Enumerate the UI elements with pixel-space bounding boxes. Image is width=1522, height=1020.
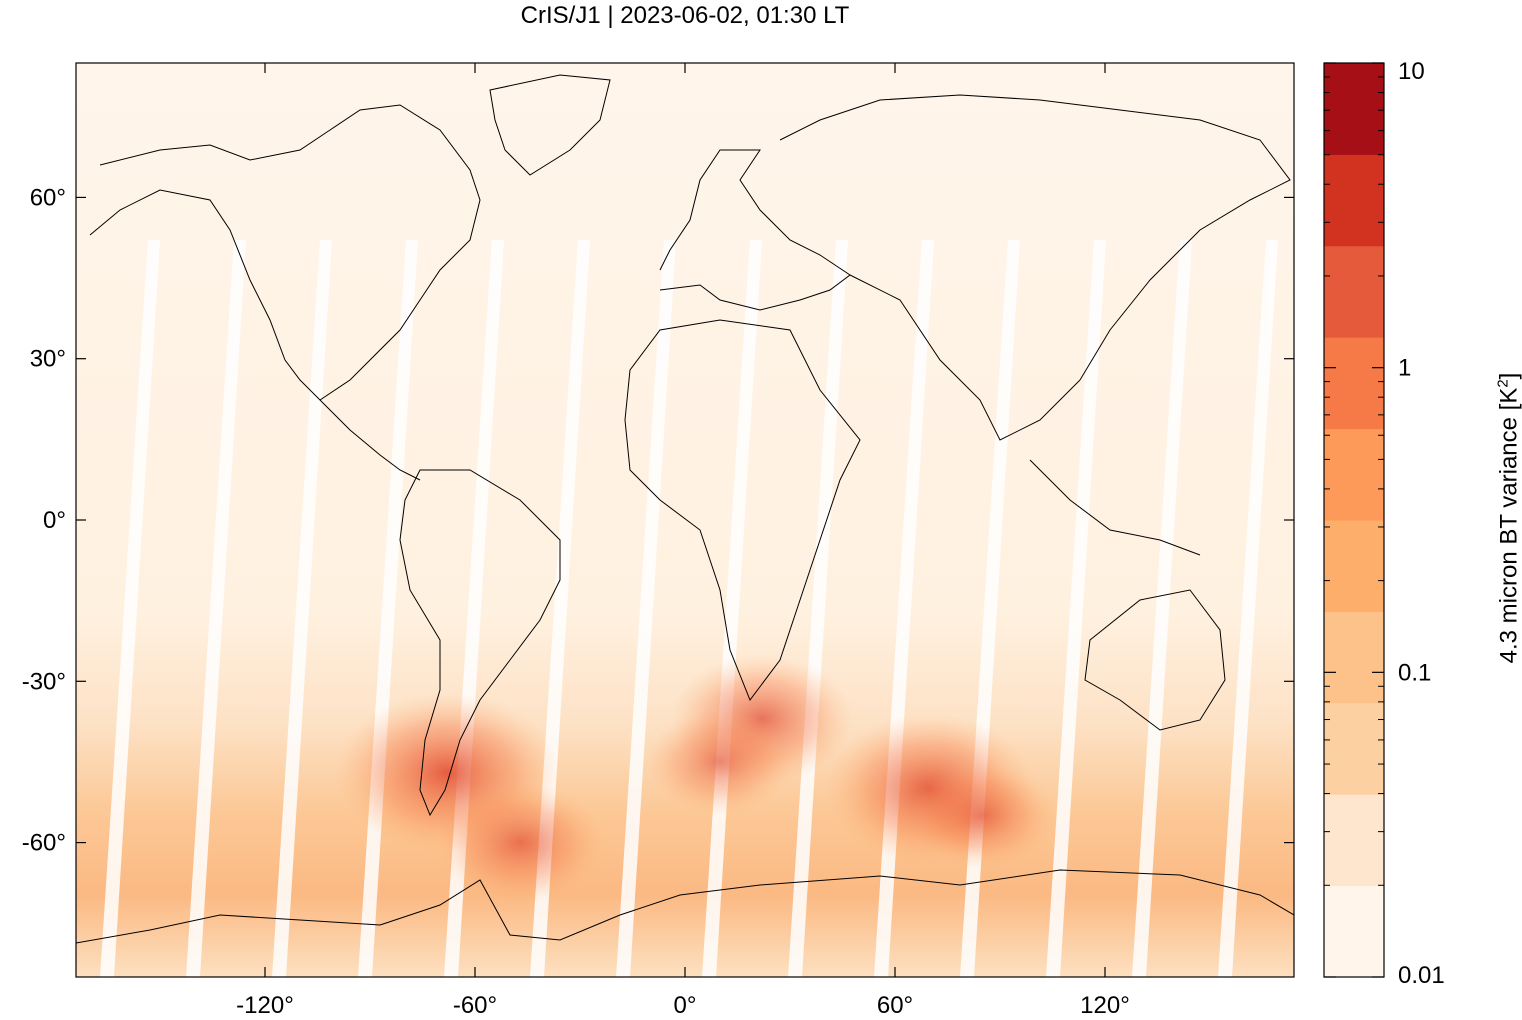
map-field — [76, 63, 1294, 977]
colorbar-title-main: 4.3 micron BT variance [K — [1495, 387, 1522, 664]
orbit-gap-11 — [1046, 240, 1106, 977]
colorbar-title: 4.3 micron BT variance [K2] — [1495, 373, 1522, 664]
map-title: CrIS/J1 | 2023-06-02, 01:30 LT — [520, 2, 850, 29]
coast-africa — [624, 319, 861, 702]
colorbar-segment-6 — [1324, 337, 1384, 430]
coast-europe — [659, 149, 851, 311]
colorbar-frame — [1323, 62, 1385, 978]
x-tick-label-1: -60° — [453, 992, 497, 1019]
coast-indonesia — [1029, 459, 1201, 556]
x-tick-label-0: -120° — [236, 992, 294, 1019]
coast-south-america — [399, 469, 561, 817]
colorbar-tick-label-1: 1 — [1398, 355, 1411, 382]
colorbar-title-sup: 2 — [1494, 379, 1512, 388]
hotspot-south-atlantic-mid — [646, 709, 794, 815]
colorbar-tick-label-3: 0.01 — [1398, 962, 1445, 989]
y-axis: 60° 30° 0° -30° -60° — [22, 184, 1294, 857]
coast-antarctica — [76, 869, 1294, 944]
coast-australia — [1084, 589, 1226, 731]
orbit-gap-0 — [100, 240, 160, 977]
coastlines — [76, 74, 1294, 944]
y-tick-label-1: 30° — [30, 346, 66, 373]
colorbar-tick-label-0: 10 — [1398, 58, 1425, 85]
colorbar-title-end: ] — [1495, 372, 1522, 380]
colorbar-segment-3 — [1324, 611, 1384, 704]
orbit-gap-8 — [788, 240, 848, 977]
orbit-gap-6 — [616, 240, 676, 977]
colorbar-segment-4 — [1324, 520, 1384, 612]
x-axis: -120° -60° 0° 60° 120° — [236, 63, 1130, 1019]
colorbar-tick-label-2: 0.1 — [1398, 659, 1431, 686]
y-tick-label-4: -60° — [22, 830, 66, 857]
colorbar-segment-8 — [1324, 154, 1384, 247]
colorbar-segment-9 — [1324, 63, 1384, 155]
colorbar-segment-5 — [1324, 428, 1384, 521]
hotspot-layer — [335, 653, 1056, 903]
x-tick-label-2: 0° — [674, 992, 697, 1019]
y-tick-label-3: -30° — [22, 668, 66, 695]
colorbar-segment-1 — [1324, 794, 1384, 887]
y-tick-label-0: 60° — [30, 184, 66, 211]
colorbar-segment-2 — [1324, 702, 1384, 795]
orbit-gap-2 — [272, 240, 332, 977]
coast-north-america — [89, 104, 481, 401]
orbit-gap-13 — [1218, 240, 1278, 977]
x-tick-label-3: 60° — [877, 992, 913, 1019]
colorbar-segment-7 — [1324, 245, 1384, 338]
y-tick-label-2: 0° — [43, 507, 66, 534]
variance-field — [76, 63, 1294, 977]
x-tick-label-4: 120° — [1080, 992, 1130, 1019]
colorbar: 10 1 0.1 0.01 — [1323, 58, 1445, 989]
colorbar-segment-0 — [1324, 885, 1384, 978]
coast-central-america — [319, 399, 421, 481]
orbit-gap-1 — [186, 240, 246, 977]
coast-greenland — [489, 74, 611, 176]
hotspot-drake-passage-east — [436, 782, 605, 903]
orbit-gap-12 — [1132, 240, 1192, 977]
coast-asia — [779, 94, 1291, 441]
hotspot-southern-indian-east — [909, 763, 1056, 869]
